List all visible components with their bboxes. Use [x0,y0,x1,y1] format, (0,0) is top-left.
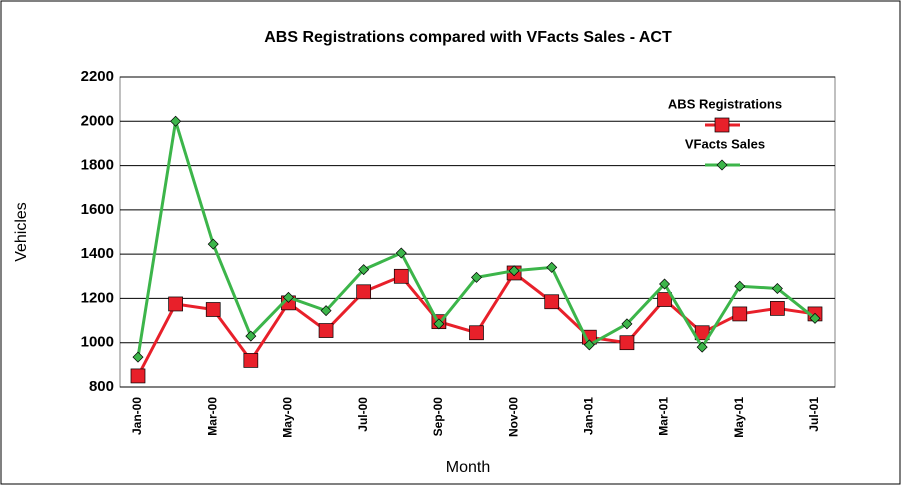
x-tick-label: Mar-00 [205,397,219,436]
point-marker [771,282,783,294]
point-marker [320,305,332,317]
x-axis-label: Month [446,459,490,476]
point-marker [544,294,560,310]
legend-marker [716,159,728,171]
y-tick-label: 1600 [81,201,114,218]
point-marker [205,302,221,317]
legend-label: ABS Registrations [668,96,782,111]
point-marker [243,353,259,368]
point-marker [207,238,219,250]
point-marker [393,268,409,284]
x-tick-label: Jan-00 [130,397,144,435]
x-tick-label: Mar-01 [657,397,671,436]
x-tick-label: Nov-00 [506,397,520,437]
point-marker [619,335,635,351]
point-marker [356,284,372,300]
point-marker [395,247,407,259]
point-marker [168,296,183,312]
point-marker [732,306,748,322]
point-marker [770,301,785,316]
x-tick-label: Jan-01 [582,397,596,435]
point-marker [170,115,182,127]
point-marker [318,323,334,338]
point-marker [433,318,445,330]
point-marker [546,261,558,273]
point-marker [583,339,595,351]
point-marker [358,264,370,276]
point-marker [809,312,821,324]
y-tick-label: 800 [89,378,114,395]
point-marker [621,318,633,330]
point-marker [471,271,482,283]
y-tick-label: 2000 [81,112,114,129]
y-axis-label: Vehicles [13,202,30,262]
x-tick-label: Jul-01 [807,397,821,432]
point-marker [245,330,257,342]
x-tick-label: Sep-00 [431,397,445,437]
point-marker [469,325,484,341]
y-tick-label: 1800 [81,157,114,174]
x-tick-label: Jul-00 [356,397,370,432]
y-tick-label: 1000 [81,334,114,351]
point-marker [508,265,520,277]
point-marker [659,278,671,290]
legend-marker [714,117,730,133]
point-marker [657,292,672,307]
chart-title: ABS Registrations compared with VFacts S… [264,29,672,46]
legend-label: VFacts Sales [685,136,765,151]
y-tick-label: 2200 [81,68,114,85]
point-marker [734,280,746,292]
x-tick-label: May-00 [281,397,295,438]
point-marker [132,351,144,363]
point-marker [130,368,146,384]
y-tick-label: 1400 [81,245,114,262]
point-marker [282,291,294,303]
y-tick-label: 1200 [81,289,114,306]
point-marker [696,341,708,353]
x-tick-label: May-01 [732,397,746,438]
